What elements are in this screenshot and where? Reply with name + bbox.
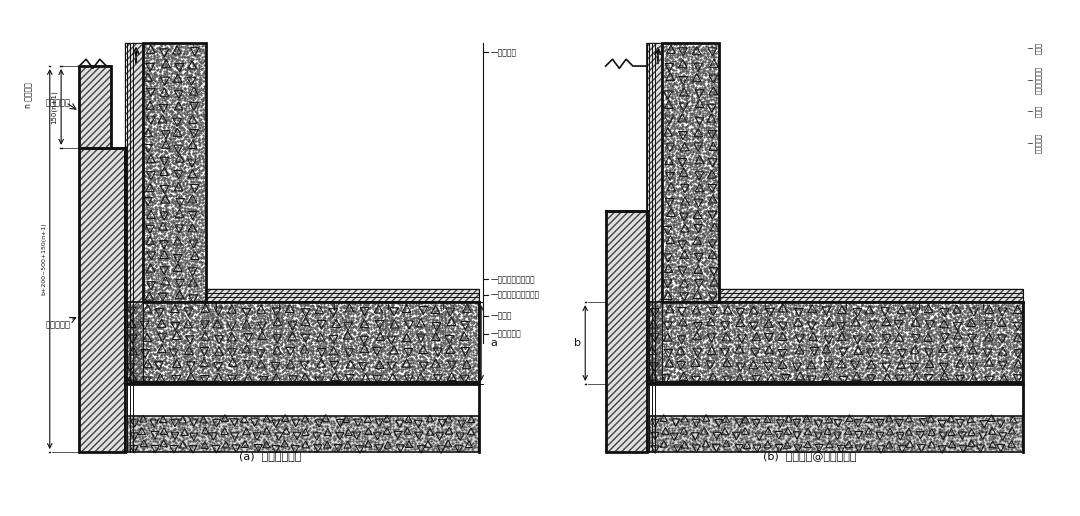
Text: 细石混凝土保护层: 细石混凝土保护层 [275,311,282,343]
Bar [79,66,111,148]
Text: 防水层: 防水层 [916,311,922,323]
Bar [206,288,478,302]
Text: 素土层: 素土层 [1035,42,1041,54]
Bar [143,43,206,302]
Bar [79,148,124,452]
Bar [79,66,111,148]
Text: 永久保护墙: 永久保护墙 [440,311,446,331]
Bar [662,43,719,302]
Text: 临时保护墙: 临时保护墙 [45,98,70,107]
Bar [79,148,124,452]
Text: 防水层: 防水层 [330,311,337,323]
Bar [143,43,206,302]
Bar [124,43,143,384]
Text: 150(n+1): 150(n+1) [51,90,57,124]
Bar [206,288,478,302]
Bar [719,288,1024,302]
Bar [124,416,478,452]
Text: 永久保护层: 永久保护层 [980,311,986,331]
Text: 永久保护墙: 永久保护墙 [45,320,70,329]
Bar [79,66,111,148]
Bar [124,416,478,452]
Text: 混凝土垫层: 混凝土垫层 [384,311,391,331]
Text: 防水层保护材料: 防水层保护材料 [843,311,850,339]
Text: a: a [490,338,497,348]
Bar [124,302,478,384]
Bar [79,148,124,452]
Text: 防水层: 防水层 [1035,105,1041,118]
Bar [719,288,1024,302]
Bar [647,43,662,384]
Bar [606,212,647,452]
Text: —防水层: —防水层 [490,311,512,320]
Text: —细石混凝土保护层: —细石混凝土保护层 [490,275,535,284]
Text: —基础底板: —基础底板 [490,48,516,57]
Bar [124,43,143,384]
Text: —混凝土垫层: —混凝土垫层 [490,329,521,338]
Bar [124,43,143,384]
Bar [647,416,1024,452]
Bar [606,212,647,452]
Bar [606,212,647,452]
Text: 素土层: 素土层 [761,311,768,323]
Text: 素土层: 素土层 [212,311,219,323]
Bar [647,43,662,384]
Bar [124,302,478,384]
Text: (a)  基础底板施工: (a) 基础底板施工 [239,451,301,461]
Bar [647,302,1024,384]
Bar [719,288,1024,302]
Bar [206,288,478,302]
Text: n 层卷材料: n 层卷材料 [25,83,33,108]
Bar [647,416,1024,452]
Text: 防水层保护材料: 防水层保护材料 [1035,66,1041,94]
Text: —欧青油筚保护隔离层: —欧青油筚保护隔离层 [490,291,540,300]
Bar [647,43,662,384]
Bar [647,302,1024,384]
Text: 永久保护层: 永久保护层 [1035,133,1041,153]
Text: b: b [573,338,581,348]
Text: b+200~500+150(n+1): b+200~500+150(n+1) [41,223,46,295]
Bar [662,43,719,302]
Text: (b)  基础头条@地产微分享: (b) 基础头条@地产微分享 [764,451,856,461]
